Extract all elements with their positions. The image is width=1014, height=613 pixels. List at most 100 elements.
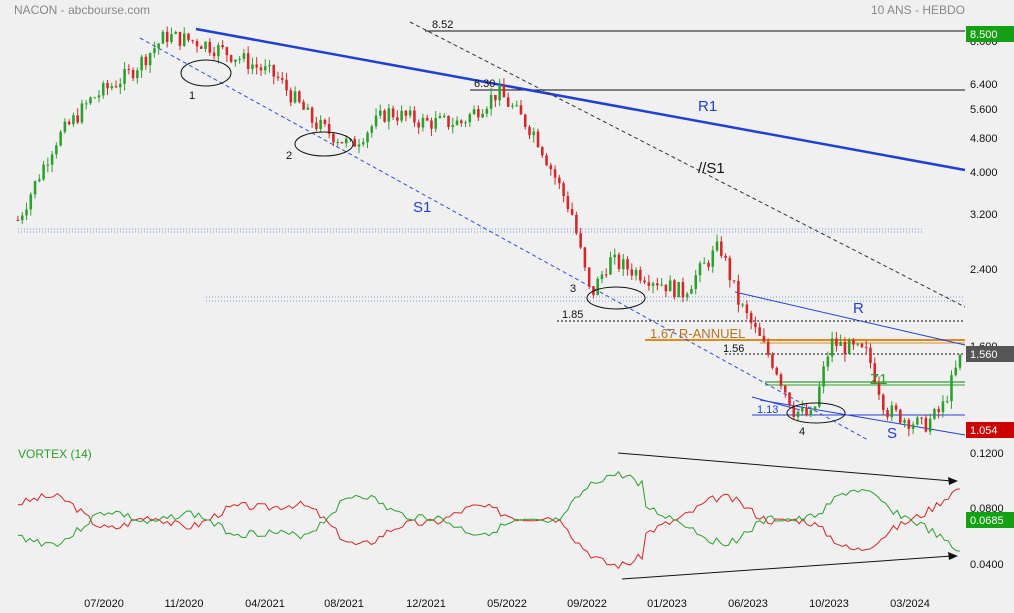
candle-body [153,48,156,54]
candle-body [323,119,327,124]
candle-body [195,41,199,47]
candle-body [656,283,659,286]
candle-body [327,123,331,134]
candle-body [379,110,382,116]
candle-body [860,343,864,348]
candle-body [391,108,395,118]
vortex-tick: 0.0400 [970,559,1004,571]
candle-body [792,405,796,417]
candle-body [728,257,732,281]
pivot-4-ellipse [786,402,846,424]
candle-body [856,343,859,345]
candle-body [805,407,808,416]
candle-body [890,405,894,418]
candle-body [549,165,553,170]
candle-body [566,196,570,210]
candle-body [263,66,267,71]
price-tick: 6.400 [970,79,998,91]
candle-body [587,267,591,287]
candle-body [847,339,851,355]
candle-body [434,118,437,129]
badge-last-bg [966,346,1014,362]
time-axis: 07/2020 11/2020 04/2021 08/2021 12/2021 … [84,598,930,610]
candle-body [702,262,706,264]
candle-body [579,233,582,248]
candle-body [366,132,369,143]
trend-lines [139,21,966,441]
candle-body [280,77,284,80]
candle-body [148,53,152,66]
vortex-title: VORTEX (14) [18,447,92,461]
candle-body [766,341,770,355]
candle-body [758,327,761,336]
candle-body [136,70,139,79]
candle-body [809,410,813,416]
candle-body [698,263,702,276]
candle-body [50,154,54,165]
candle-body [55,145,58,155]
candle-body [489,94,493,109]
candle-body [711,250,715,267]
vortex-minus-line [17,470,961,552]
parallel-s1-label: //S1 [698,160,725,177]
candle-body [72,115,75,125]
z1-label: Z1 [870,371,888,388]
badge-top-bg [966,26,1014,42]
candle-body [664,284,668,292]
candle-body [685,293,689,298]
candle-body [801,407,804,412]
candle-body [396,117,399,121]
candle-body [229,55,233,62]
candle-body [575,214,578,234]
r1-trendline [195,27,966,172]
candle-body [737,280,740,305]
vortex-badge: 0.0685 [970,515,1004,527]
candle-body [246,53,250,70]
price-tick: 0.1200 [970,448,1004,460]
candle-body [749,312,753,323]
candle-body [894,405,898,410]
candle-body [361,142,365,145]
candle-body [796,411,800,417]
r-label: R [853,300,864,317]
candle-body [383,110,386,122]
pivot-1-label: 1 [189,90,195,102]
candle-body [208,41,212,53]
candle-body [630,269,634,276]
candle-body [958,354,962,368]
time-tick: 08/2021 [324,598,364,610]
candle-body [302,101,305,110]
candle-body [234,59,237,62]
price-axis: 8.000 6.400 5.600 4.800 4.000 3.200 2.40… [970,36,1004,460]
candle-body [502,85,506,98]
candle-body [332,133,335,143]
candle-body [114,86,118,88]
pivot-3-ellipse [586,286,646,310]
s1-trendline [139,37,869,441]
r-trendline [734,291,966,346]
badge-last: 1.560 [970,349,998,361]
candle-body [617,254,621,270]
candle-body [442,115,446,117]
candle-body [20,215,24,221]
chart-timeframe: 10 ANS - HEBDO [871,3,965,17]
candle-body [29,194,33,210]
candle-body [634,269,638,276]
candle-body [536,131,540,148]
candle-body [225,47,229,56]
candle-body [430,120,433,129]
candle-body [775,367,778,375]
candle-body [119,83,122,88]
annotations: 8.52 6.30 1.85 1.67 R-ANNUEL 1.56 1.13 R… [189,19,897,442]
candle-body [42,164,45,180]
candle-body [404,110,408,116]
time-tick: 06/2023 [728,598,768,610]
candle-body [715,241,719,251]
candle-body [523,114,527,127]
candle-body [217,45,220,57]
time-tick: 11/2020 [165,598,204,610]
candle-body [340,142,344,144]
candle-body [826,356,830,367]
candle-body [886,410,889,418]
price-tick: 4.000 [970,167,998,179]
